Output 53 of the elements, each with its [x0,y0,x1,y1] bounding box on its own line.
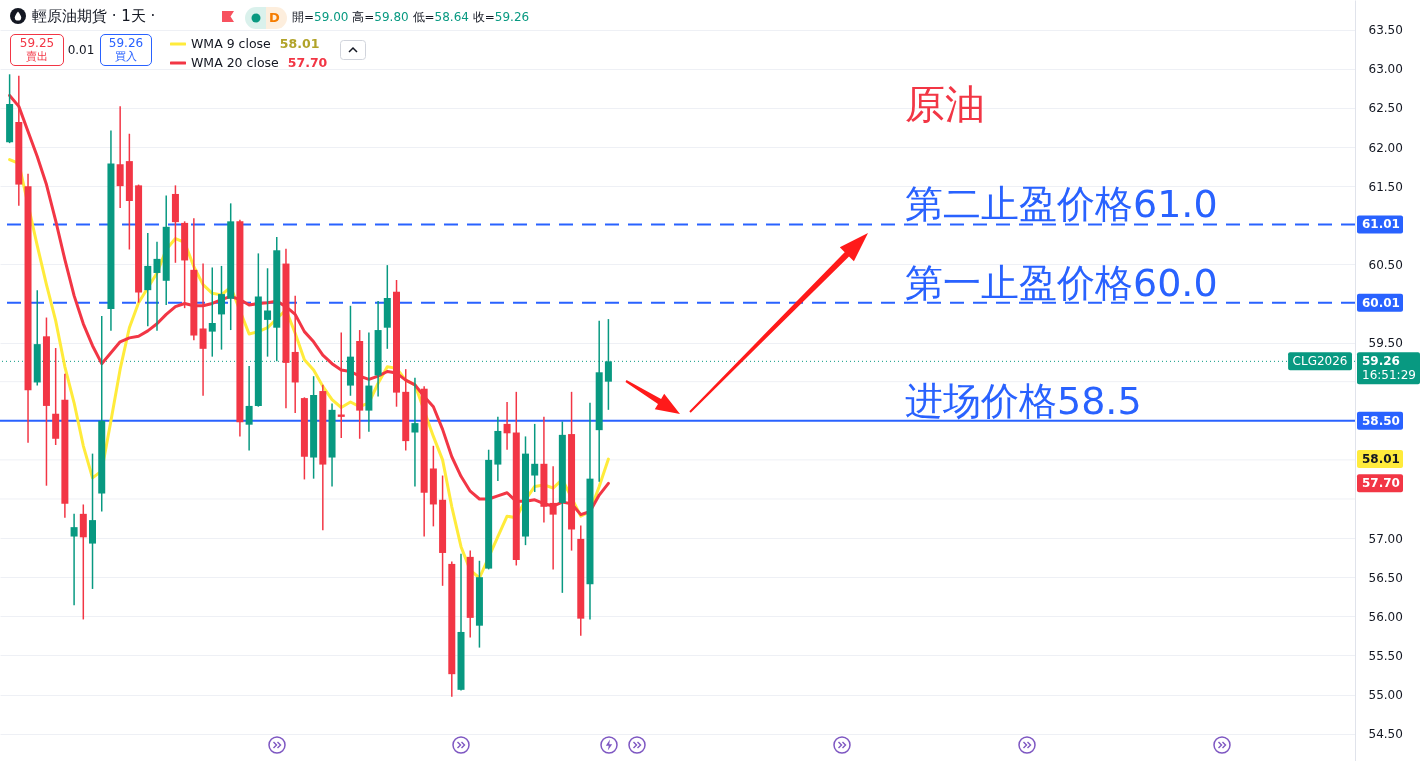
annotation: 第二止盈价格61.0 [905,182,1218,227]
y-tick-label: 59.50 [1368,336,1403,351]
annotation: 賣出 [26,50,48,64]
candlestick [79,503,87,621]
annotation: 进场价格58.5 [905,378,1142,423]
y-tick-label: 56.50 [1368,570,1403,585]
candlestick [245,365,253,452]
annotation: 原油 [905,81,985,127]
y-tick-label: 62.50 [1368,101,1403,116]
candlestick [208,266,216,358]
ref-line-label: CLG2026 [1292,354,1348,369]
candlestick [217,265,225,351]
annotation: 58.01 [279,35,320,51]
legend-label: WMA 20 close [191,54,279,70]
y-tick-label: 55.50 [1368,648,1403,663]
price-button: 59.25 賣出 [10,34,64,66]
annotation: 第一止盈价格60.0 [905,260,1218,305]
y-tick-label: 63.50 [1368,23,1403,38]
price-button: 59.26 買入 [100,34,152,66]
text: 16:51:29 [1362,368,1416,383]
candlestick [153,240,161,332]
ref-line-label: 58.50 [1362,413,1400,428]
annotation: 57.70 [287,54,328,70]
annotation: 59.26 [108,36,144,50]
y-tick-label: 60.50 [1368,257,1403,272]
candlestick [411,377,419,488]
ref-line-label: 60.01 [1362,295,1400,310]
annotation: 0.01 [67,43,95,57]
candlestick [531,423,539,493]
y-tick-label: 54.50 [1368,727,1403,742]
candlestick [70,513,78,607]
y-tick-label: 56.00 [1368,609,1403,624]
annotation: 59.25 [19,36,55,50]
text: 57.70 [1362,476,1400,491]
candlestick [264,267,272,358]
text: 59.26 [1362,354,1400,369]
y-tick-label: 61.50 [1368,179,1403,194]
candlestick [604,318,612,411]
legend-label: WMA 9 close [191,35,271,51]
y-tick-label: 55.00 [1368,688,1403,703]
y-tick-label: 62.00 [1368,140,1403,155]
text: 輕原油期貨 · 1天 · [32,7,156,25]
annotation: D [269,9,280,27]
text: 58.01 [1362,452,1400,467]
candlestick [89,452,97,590]
candlestick [116,105,124,209]
text: 開=59.00 高=59.80 低=58.64 收=59.26 [292,10,530,24]
y-tick-label: 63.00 [1368,62,1403,77]
candlestick [199,262,207,397]
candlestick [503,401,511,451]
y-tick-label: 57.00 [1368,531,1403,546]
ref-line-label: 61.01 [1362,217,1400,232]
annotation: 買入 [115,50,137,64]
